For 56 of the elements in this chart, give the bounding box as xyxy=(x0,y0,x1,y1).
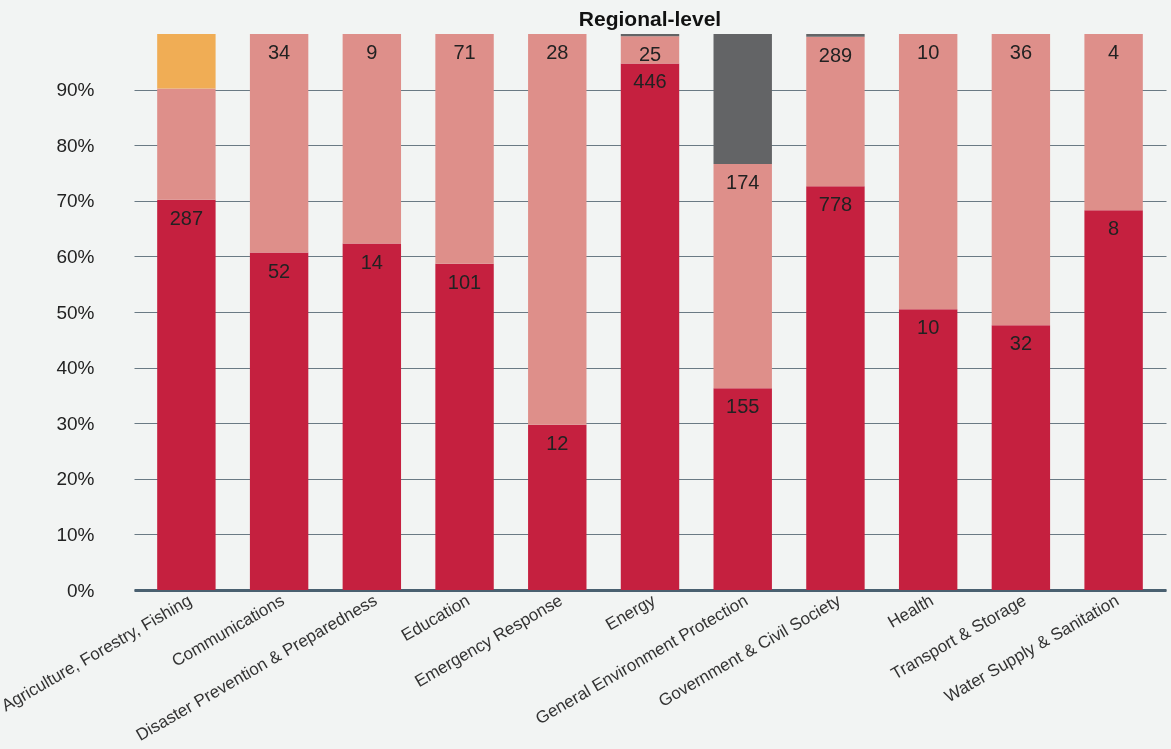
annotation: 4 xyxy=(1108,41,1120,63)
bar xyxy=(342,34,402,244)
y-tick-label: 60% xyxy=(56,245,95,267)
bar xyxy=(1084,34,1143,211)
annotation: 25 xyxy=(638,43,662,66)
bar xyxy=(249,34,309,253)
bar xyxy=(713,388,772,590)
y-tick-label: 0% xyxy=(67,579,95,601)
y-tick-label: 50% xyxy=(56,301,95,323)
bar xyxy=(528,34,587,425)
bar xyxy=(157,88,216,200)
bar xyxy=(991,34,1051,326)
bar xyxy=(806,34,865,37)
y-tick-label: 20% xyxy=(56,468,95,490)
bar xyxy=(1084,210,1143,590)
annotation: 289 xyxy=(818,43,853,66)
y-tick-label: 40% xyxy=(56,357,95,379)
bar xyxy=(898,309,958,590)
bar xyxy=(157,199,216,590)
y-tick-label: 30% xyxy=(56,412,95,434)
annotation: 14 xyxy=(360,250,383,273)
annotation: 71 xyxy=(453,41,476,63)
bar xyxy=(249,252,309,590)
annotation: 12 xyxy=(546,431,569,454)
bar xyxy=(991,325,1051,590)
y-tick-label: 90% xyxy=(56,79,95,101)
bar xyxy=(157,34,216,89)
bar xyxy=(435,263,494,590)
annotation: 10 xyxy=(917,41,940,63)
annotation: 52 xyxy=(267,259,291,282)
bar xyxy=(898,34,958,310)
annotation: 9 xyxy=(366,41,378,63)
annotation: 287 xyxy=(169,206,204,229)
bar xyxy=(806,186,865,590)
bar xyxy=(713,34,772,165)
annotation: 36 xyxy=(1009,41,1033,63)
annotation: 778 xyxy=(818,193,853,216)
annotation: 8 xyxy=(1108,217,1120,240)
annotation: 34 xyxy=(267,41,291,63)
annotation: 446 xyxy=(633,70,667,93)
annotation: 28 xyxy=(546,41,569,63)
annotation: 10 xyxy=(917,316,940,339)
bar xyxy=(620,63,680,590)
annotation: 101 xyxy=(447,270,482,293)
y-tick-label: 80% xyxy=(56,134,95,156)
bar xyxy=(342,243,402,590)
y-tick-label: 70% xyxy=(56,190,95,212)
bar xyxy=(806,36,865,187)
annotation: 155 xyxy=(726,395,760,418)
annotation: 32 xyxy=(1009,332,1033,355)
bar xyxy=(713,164,772,389)
chart-title: Regional-level xyxy=(578,7,722,30)
y-tick-label: 10% xyxy=(56,523,95,545)
bar xyxy=(435,34,494,264)
annotation: 174 xyxy=(726,171,760,194)
bar xyxy=(528,424,587,590)
